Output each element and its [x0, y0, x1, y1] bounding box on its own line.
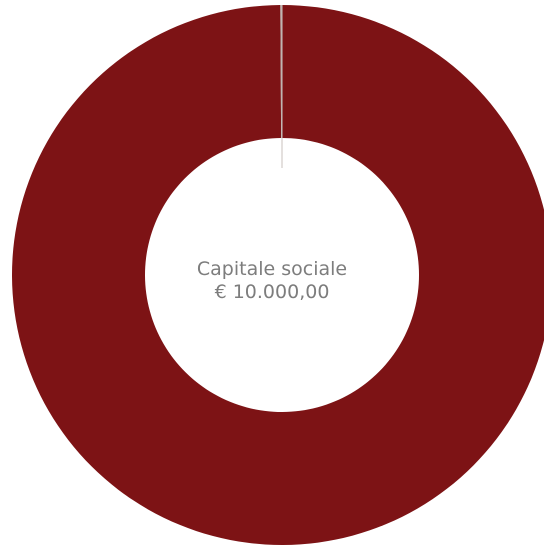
donut-slice-1	[12, 5, 544, 545]
